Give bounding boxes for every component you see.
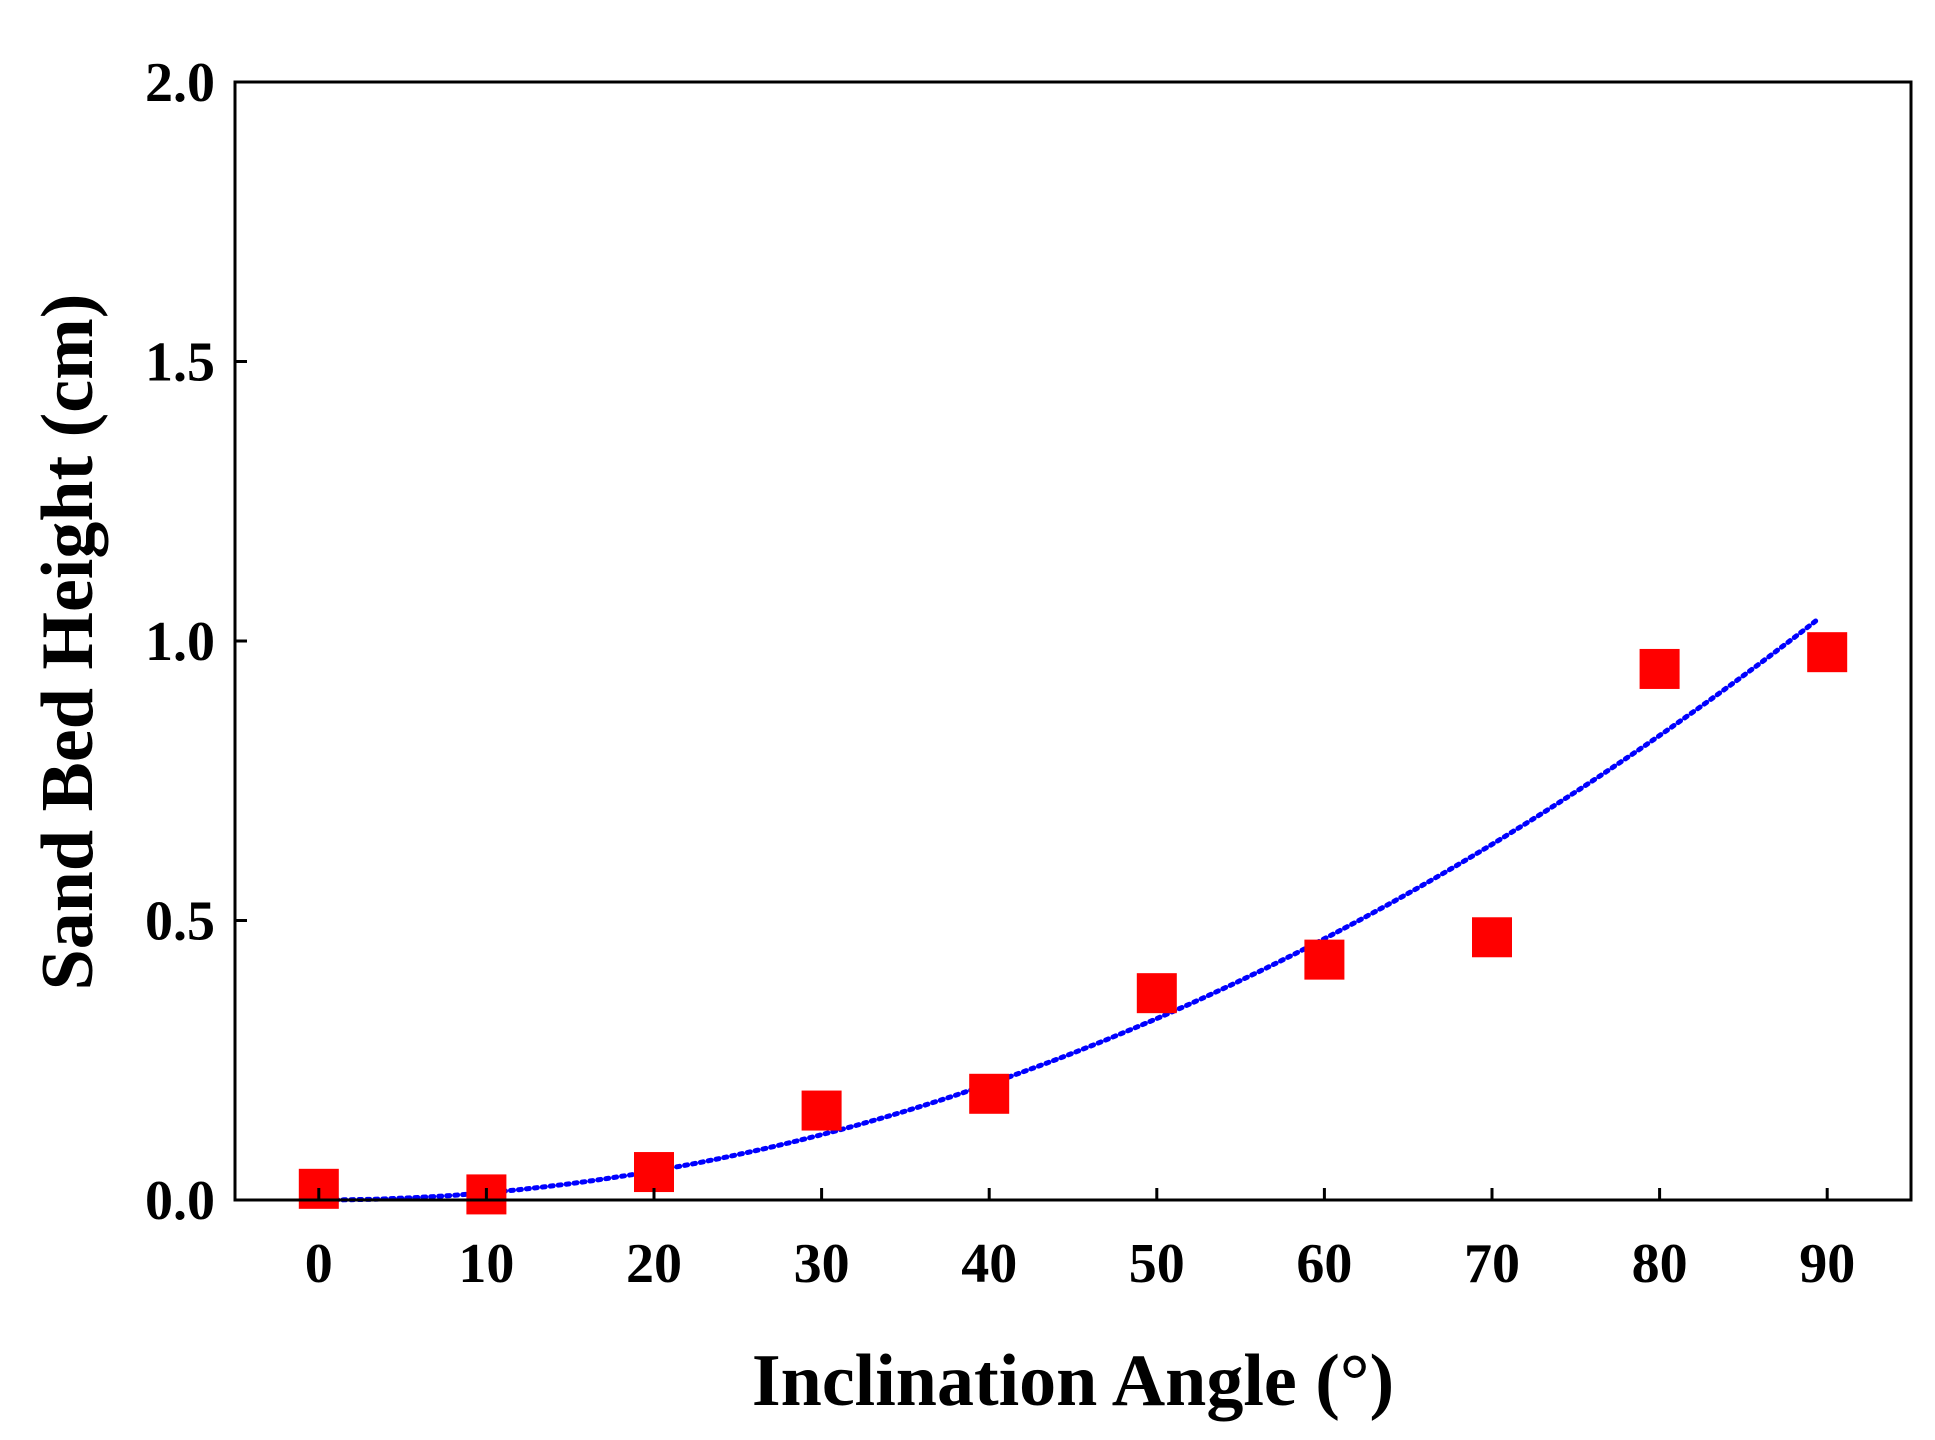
y-axis-ticks: 0.0 0.5 1.0 1.5 2.0 [145,52,247,1232]
data-point-marker [1472,917,1512,958]
data-point-marker [969,1073,1010,1114]
x-tick-label: 0 [305,1233,333,1295]
y-tick-label: 1.5 [145,332,215,394]
y-tick-label: 1.0 [145,611,215,673]
x-tick-label: 90 [1799,1233,1855,1295]
data-point-marker [1807,632,1848,673]
y-tick-label: 0.5 [145,891,215,953]
data-point-marker [1136,973,1177,1014]
x-axis-title: Inclination Angle (°) [752,1340,1394,1422]
x-tick-label: 30 [794,1233,850,1295]
x-tick-label: 70 [1464,1233,1520,1295]
y-tick-label: 2.0 [145,52,215,114]
data-point-marker [801,1090,842,1131]
fit-line-layer [316,616,1822,1203]
data-point-marker [1304,939,1345,980]
x-tick-label: 50 [1129,1233,1185,1295]
x-tick-label: 20 [626,1233,682,1295]
x-tick-label: 40 [961,1233,1017,1295]
x-axis-ticks: 0 10 20 30 40 50 60 70 80 90 [305,1188,1855,1295]
plot-area-frame [233,80,1913,1202]
marker-layer [298,632,1848,1215]
x-tick-label: 80 [1632,1233,1688,1295]
data-point-marker [1639,648,1680,689]
x-tick-label: 60 [1296,1233,1352,1295]
fit-line [316,616,1822,1203]
data-point-marker [634,1152,674,1193]
y-tick-label: 0.0 [145,1170,215,1232]
x-tick-label: 10 [458,1233,514,1295]
y-axis-title: Sand Bed Height (cm) [27,294,109,991]
